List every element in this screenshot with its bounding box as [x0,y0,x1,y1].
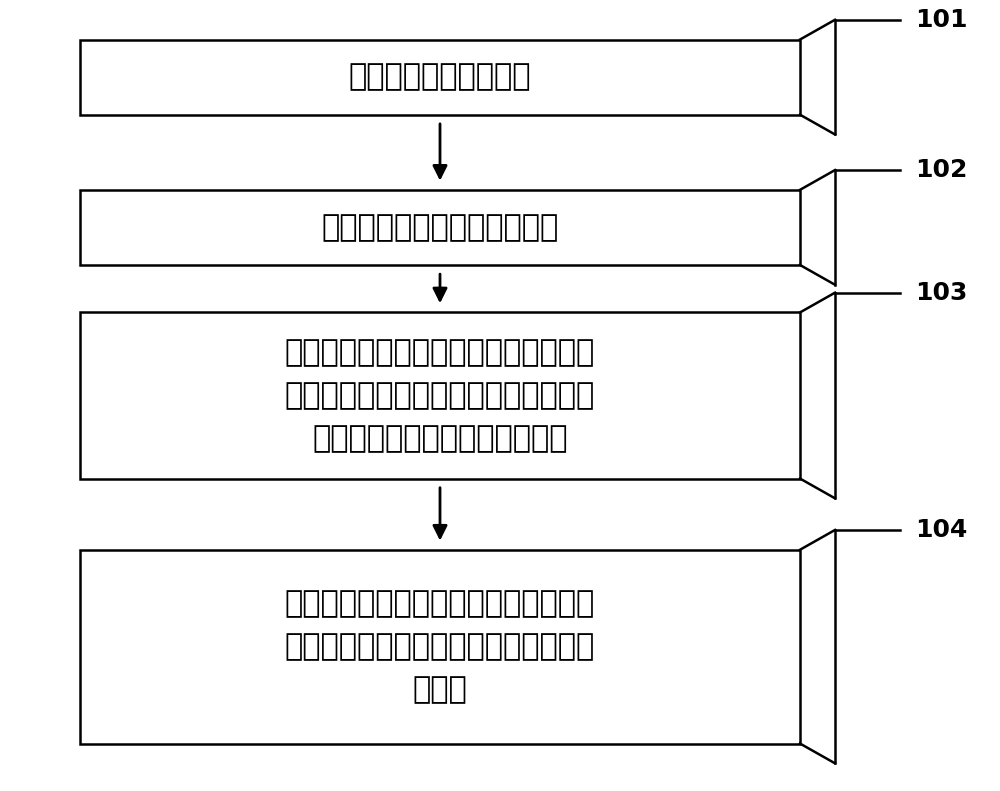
Text: 根据所述侦听到的邻区的系统信息，将
所述侦听到的邻区中小区重选优先级最
高的邻区确定为自配置参考邻区: 根据所述侦听到的邻区的系统信息，将 所述侦听到的邻区中小区重选优先级最 高的邻区… [285,339,595,452]
Text: 根据所述自配置参考邻区的小区重选参
数，对所述本小区的小区重选参数进行
自配置: 根据所述自配置参考邻区的小区重选参 数，对所述本小区的小区重选参数进行 自配置 [285,589,595,704]
Text: 102: 102 [915,158,967,182]
Bar [80,550,800,744]
Text: 获取侦听到的邻区的系统信息: 获取侦听到的邻区的系统信息 [321,213,559,242]
Text: 104: 104 [915,518,967,542]
Text: 101: 101 [915,8,967,32]
Text: 基站侦听本小区的邻区: 基站侦听本小区的邻区 [349,62,531,92]
Bar [80,190,800,265]
Text: 103: 103 [915,281,967,305]
Bar [80,40,800,115]
Bar [80,312,800,479]
